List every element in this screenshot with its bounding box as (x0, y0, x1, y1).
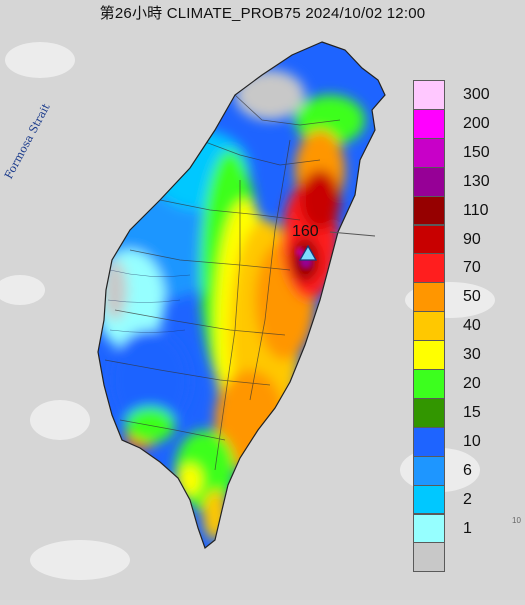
legend-swatch (413, 253, 445, 284)
legend-swatch (413, 137, 445, 168)
legend-swatch (413, 224, 445, 255)
legend-label: 40 (463, 317, 481, 335)
legend-label: 200 (463, 114, 490, 132)
legend-swatch (413, 455, 445, 486)
legend-label: 20 (463, 375, 481, 392)
legend-label: 10 (463, 432, 481, 450)
legend-label: 15 (463, 403, 481, 421)
map-title: 第26小時 CLIMATE_PROB75 2024/10/02 12:00 (99, 5, 426, 22)
legend-swatch (413, 484, 445, 515)
triangle-marker-icon (299, 245, 317, 261)
island-outline (97, 41, 386, 549)
legend-label: 130 (463, 172, 490, 190)
legend-label: 90 (463, 230, 481, 248)
max-value-label: 160 (292, 223, 319, 240)
legend-label: 6 (463, 461, 472, 479)
color-legend: 300 200 150 130 110 90 70 50 40 30 20 15 10 6 2 1 (413, 80, 521, 573)
legend-label: 300 (463, 86, 490, 103)
legend-swatch (413, 426, 445, 457)
legend-label: 110 (463, 201, 489, 219)
legend-swatch (413, 108, 445, 139)
legend-swatch (413, 397, 445, 428)
legend-label: 50 (463, 288, 481, 306)
legend-swatch (413, 369, 445, 399)
legend-label: 70 (463, 259, 481, 277)
legend-swatch (413, 311, 445, 342)
legend-swatch (413, 340, 445, 370)
legend-label: 2 (463, 490, 472, 508)
legend-swatch (413, 542, 445, 573)
coast-marker-line (329, 231, 376, 237)
legend-label: 150 (463, 143, 490, 161)
legend-swatch (413, 195, 445, 226)
rivers (107, 269, 191, 333)
legend-label: 30 (463, 346, 481, 364)
county-boundaries (104, 94, 341, 471)
legend-swatch (413, 80, 445, 110)
corner-fragment: 10 (512, 516, 521, 525)
legend-label: 1 (463, 519, 472, 537)
legend-swatch (413, 513, 445, 544)
legend-swatch (413, 166, 445, 197)
legend-swatch (413, 282, 445, 313)
